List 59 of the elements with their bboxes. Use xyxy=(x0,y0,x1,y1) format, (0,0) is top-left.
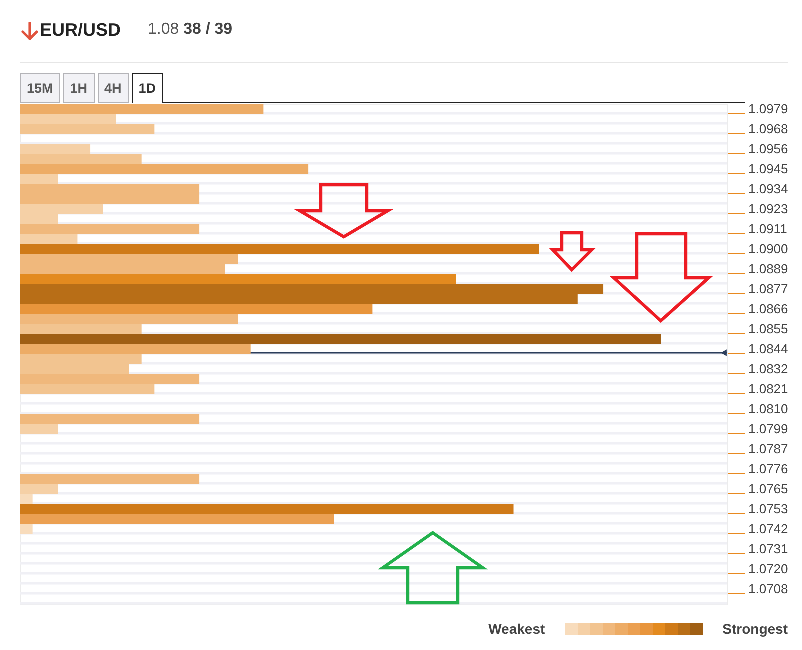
bar xyxy=(20,324,142,334)
bar xyxy=(20,494,33,504)
bar xyxy=(20,154,142,164)
timeframe-tab[interactable]: 1D xyxy=(132,73,164,103)
y-tick-label: 1.0832 xyxy=(748,362,788,376)
bar xyxy=(20,384,155,394)
bar xyxy=(20,414,200,424)
bar xyxy=(20,524,33,534)
bar xyxy=(20,114,116,124)
y-tick-label: 1.0889 xyxy=(748,262,788,276)
y-tick-label: 1.0810 xyxy=(748,402,788,416)
timeframe-tab[interactable]: 4H xyxy=(98,73,129,103)
y-tick-label: 1.0877 xyxy=(748,282,788,296)
y-tick-label: 1.0720 xyxy=(748,562,788,576)
y-tick-label: 1.0934 xyxy=(748,182,788,196)
bar xyxy=(20,334,662,344)
bar xyxy=(20,234,78,244)
bar xyxy=(20,174,58,184)
bar xyxy=(20,164,309,174)
y-tick-label: 1.0742 xyxy=(748,522,788,536)
y-tick-label: 1.0787 xyxy=(748,442,788,456)
bar xyxy=(20,274,456,284)
y-tick-label: 1.0708 xyxy=(748,582,788,596)
bar xyxy=(20,244,540,254)
bar xyxy=(20,144,91,154)
bar xyxy=(20,314,238,324)
timeframe-tab[interactable]: 15M xyxy=(20,73,60,103)
bar xyxy=(20,474,200,484)
y-tick-label: 1.0753 xyxy=(748,502,788,516)
bar xyxy=(20,424,58,434)
y-tick-label: 1.0821 xyxy=(748,382,788,396)
y-tick-label: 1.0855 xyxy=(748,322,788,336)
bar xyxy=(20,504,514,514)
y-tick-label: 1.0776 xyxy=(748,462,788,476)
y-tick-label: 1.0900 xyxy=(748,242,788,256)
y-tick-label: 1.0799 xyxy=(748,422,788,436)
text: Weakest xyxy=(488,621,546,637)
y-tick-label: 1.0968 xyxy=(748,122,788,136)
y-tick-label: 1.0765 xyxy=(748,482,788,496)
y-tick-label: 1.0923 xyxy=(748,202,788,216)
y-tick-label: 1.0956 xyxy=(748,142,788,156)
bar xyxy=(20,124,155,134)
y-tick-label: 1.0731 xyxy=(748,542,788,556)
bar xyxy=(20,514,334,524)
timeframe-tab[interactable]: 1H xyxy=(63,73,95,103)
y-tick-label: 1.0945 xyxy=(748,162,788,176)
bar xyxy=(20,104,264,114)
bar xyxy=(20,304,373,314)
chart-title: EUR/USD xyxy=(40,20,122,41)
bar xyxy=(20,484,58,494)
y-tick-label: 1.0979 xyxy=(748,102,788,116)
y-tick-label: 1.0844 xyxy=(748,342,788,356)
bar xyxy=(20,224,200,234)
text: Strongest xyxy=(722,621,788,637)
y-tick-label: 1.0911 xyxy=(748,222,788,236)
chart-subtitle: 1.08 38 / 39 xyxy=(148,21,233,38)
bar xyxy=(20,344,251,354)
y-tick-label: 1.0866 xyxy=(748,302,788,316)
bar xyxy=(20,374,200,384)
